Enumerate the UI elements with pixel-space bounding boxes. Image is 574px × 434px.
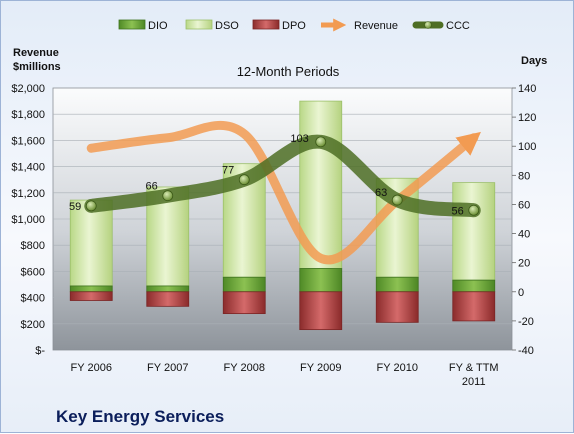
legend-label: DPO (282, 20, 306, 32)
left-tick-label: $- (35, 345, 45, 357)
legend-marker (424, 21, 432, 29)
bar-dio (69, 285, 113, 293)
right-axis-ticks: -40 -20 0 20 40 60 80 100 120 140 (512, 83, 536, 357)
chart-title: 12-Month Periods (237, 64, 340, 79)
bar-dpo (69, 291, 113, 301)
legend-swatch (118, 19, 146, 30)
bar-dpo (452, 291, 496, 322)
bar-dpo (299, 291, 343, 331)
ccc-point (85, 200, 97, 212)
legend: DIO DSO DPO Revenue CCC (118, 18, 470, 32)
left-tick-label: $200 (21, 319, 45, 331)
x-tick-label: 2011 (462, 376, 486, 388)
right-tick-label: 20 (518, 258, 530, 270)
x-tick-label: FY & TTM (449, 362, 499, 374)
legend-item: DPO (252, 19, 306, 32)
left-tick-label: $1,200 (11, 188, 45, 200)
left-axis-ticks: $- $200 $400 $600 $800 $1,000 $1,200 $1,400 $1,6… (11, 83, 45, 357)
ccc-data-label: 59 (69, 201, 81, 213)
bar-dio (222, 276, 266, 293)
left-tick-label: $1,800 (11, 109, 45, 121)
right-tick-label: 140 (518, 83, 536, 95)
legend-item: DIO (118, 19, 168, 32)
left-tick-label: $800 (21, 240, 45, 252)
legend-label: CCC (446, 20, 470, 32)
right-tick-label: 100 (518, 141, 536, 153)
x-tick-label: FY 2007 (147, 362, 188, 374)
x-tick-label: FY 2008 (224, 362, 265, 374)
bar-dpo (375, 291, 419, 323)
ccc-data-label: 77 (222, 165, 234, 177)
left-tick-label: $1,400 (11, 162, 45, 174)
x-tick-label: FY 2006 (71, 362, 112, 374)
ccc-point (391, 194, 403, 206)
left-tick-label: $2,000 (11, 83, 45, 95)
legend-label: Revenue (354, 20, 398, 32)
bar-dpo (146, 291, 190, 307)
legend-swatch (252, 19, 280, 30)
bar-dio (299, 268, 343, 293)
x-tick-label: FY 2009 (300, 362, 341, 374)
ccc-data-label: 66 (146, 181, 158, 193)
ccc-point (238, 174, 250, 186)
y-left-axis-label-line1: Revenue (13, 47, 59, 59)
ccc-point (468, 204, 480, 216)
ccc-series: 59 66 77 103 63 56 (69, 133, 481, 218)
left-tick-label: $600 (21, 266, 45, 278)
bar-dio (146, 285, 190, 293)
y-left-axis-label-line2: $millions (13, 61, 61, 73)
right-tick-label: 40 (518, 229, 530, 241)
bar-dso (452, 182, 496, 281)
x-tick-label: FY 2010 (377, 362, 418, 374)
company-name: Key Energy Services (56, 407, 225, 426)
right-tick-label: -20 (518, 316, 534, 328)
legend-item: Revenue (321, 18, 398, 32)
y-right-axis-label: Days (521, 55, 547, 67)
right-tick-label: -40 (518, 345, 534, 357)
right-tick-label: 120 (518, 112, 536, 124)
legend-swatch (185, 19, 213, 30)
x-axis-labels: FY 2006 FY 2007 FY 2008 FY 2009 FY 2010 FY & … (71, 362, 499, 388)
legend-label: DIO (148, 20, 168, 32)
right-tick-label: 60 (518, 199, 530, 211)
ccc-point (315, 136, 327, 148)
left-tick-label: $1,600 (11, 135, 45, 147)
legend-item: DSO (185, 19, 239, 32)
left-tick-label: $1,000 (11, 214, 45, 226)
left-tick-label: $400 (21, 293, 45, 305)
bar-dio (452, 279, 496, 293)
right-tick-label: 80 (518, 170, 530, 182)
legend-label: DSO (215, 20, 239, 32)
bar-dpo (222, 291, 266, 315)
ccc-data-label: 56 (452, 205, 464, 217)
ccc-data-label: 103 (290, 133, 308, 145)
legend-item: CCC (412, 20, 470, 32)
bar-dio (375, 276, 419, 293)
right-tick-label: 0 (518, 287, 524, 299)
bar-dso (69, 199, 113, 287)
ccc-data-label: 63 (375, 187, 387, 199)
ccc-point (162, 190, 174, 202)
